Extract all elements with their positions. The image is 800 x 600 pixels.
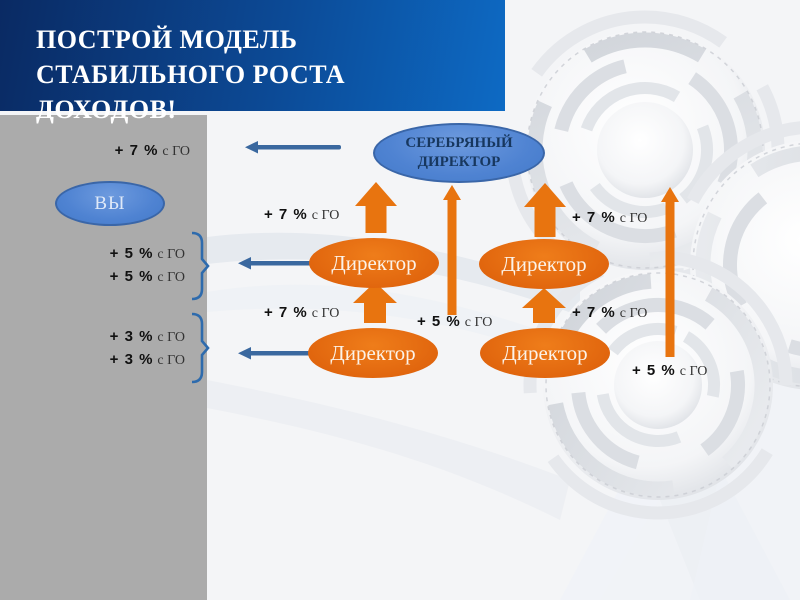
diagram-label-7-percent-upper-left: + 7 % с ГО <box>264 206 340 223</box>
node-director-label: Директор <box>330 340 416 365</box>
slide-title: ПОСТРОЙ МОДЕЛЬ СТАБИЛЬНОГО РОСТА ДОХОДОВ… <box>36 25 346 124</box>
node-director-upper-right: Директор <box>479 239 609 289</box>
connector-arrow-bottom <box>238 347 315 360</box>
connector-arrow-top <box>245 141 341 154</box>
thin-arrow-center <box>443 185 461 315</box>
thin-arrow-right <box>661 187 679 357</box>
sidebar-label-7-percent: + 7 % с ГО <box>114 142 190 159</box>
diagram-label-5-percent-bottom-right: + 5 % с ГО <box>632 362 708 379</box>
sidebar-label-5-percent-2: + 5 % с ГО <box>109 268 185 285</box>
node-you-label: ВЫ <box>94 192 126 214</box>
diagram-label-7-percent-lower-right: + 7 % с ГО <box>572 304 648 321</box>
node-director-lower-left: Директор <box>308 328 438 378</box>
sidebar-label-3-percent-2: + 3 % с ГО <box>109 351 185 368</box>
block-arrow-right-upper <box>524 183 566 237</box>
block-arrow-right-lower <box>522 288 566 323</box>
block-arrow-left-upper <box>355 182 397 233</box>
diagram-label-7-percent-upper-right: + 7 % с ГО <box>572 209 648 226</box>
block-arrow-left-lower <box>353 282 397 323</box>
node-director-upper-left: Директор <box>309 238 439 288</box>
connector-arrow-middle <box>238 257 315 270</box>
sidebar-label-5-percent-1: + 5 % с ГО <box>109 245 185 262</box>
slide-header: ПОСТРОЙ МОДЕЛЬ СТАБИЛЬНОГО РОСТА ДОХОДОВ… <box>0 0 505 124</box>
node-silver-director-label: СЕРЕБРЯНЫЙ ДИРЕКТОР <box>405 135 513 170</box>
node-director-lower-right: Директор <box>480 328 610 378</box>
node-director-label: Директор <box>502 340 588 365</box>
node-silver-director: СЕРЕБРЯНЫЙ ДИРЕКТОР <box>373 123 545 183</box>
node-director-label: Директор <box>331 250 417 275</box>
node-director-label: Директор <box>501 251 587 276</box>
sidebar-label-3-percent-1: + 3 % с ГО <box>109 328 185 345</box>
diagram-label-7-percent-lower-left: + 7 % с ГО <box>264 304 340 321</box>
node-you: ВЫ <box>55 181 165 226</box>
diagram-label-5-percent-center: + 5 % с ГО <box>417 313 493 330</box>
